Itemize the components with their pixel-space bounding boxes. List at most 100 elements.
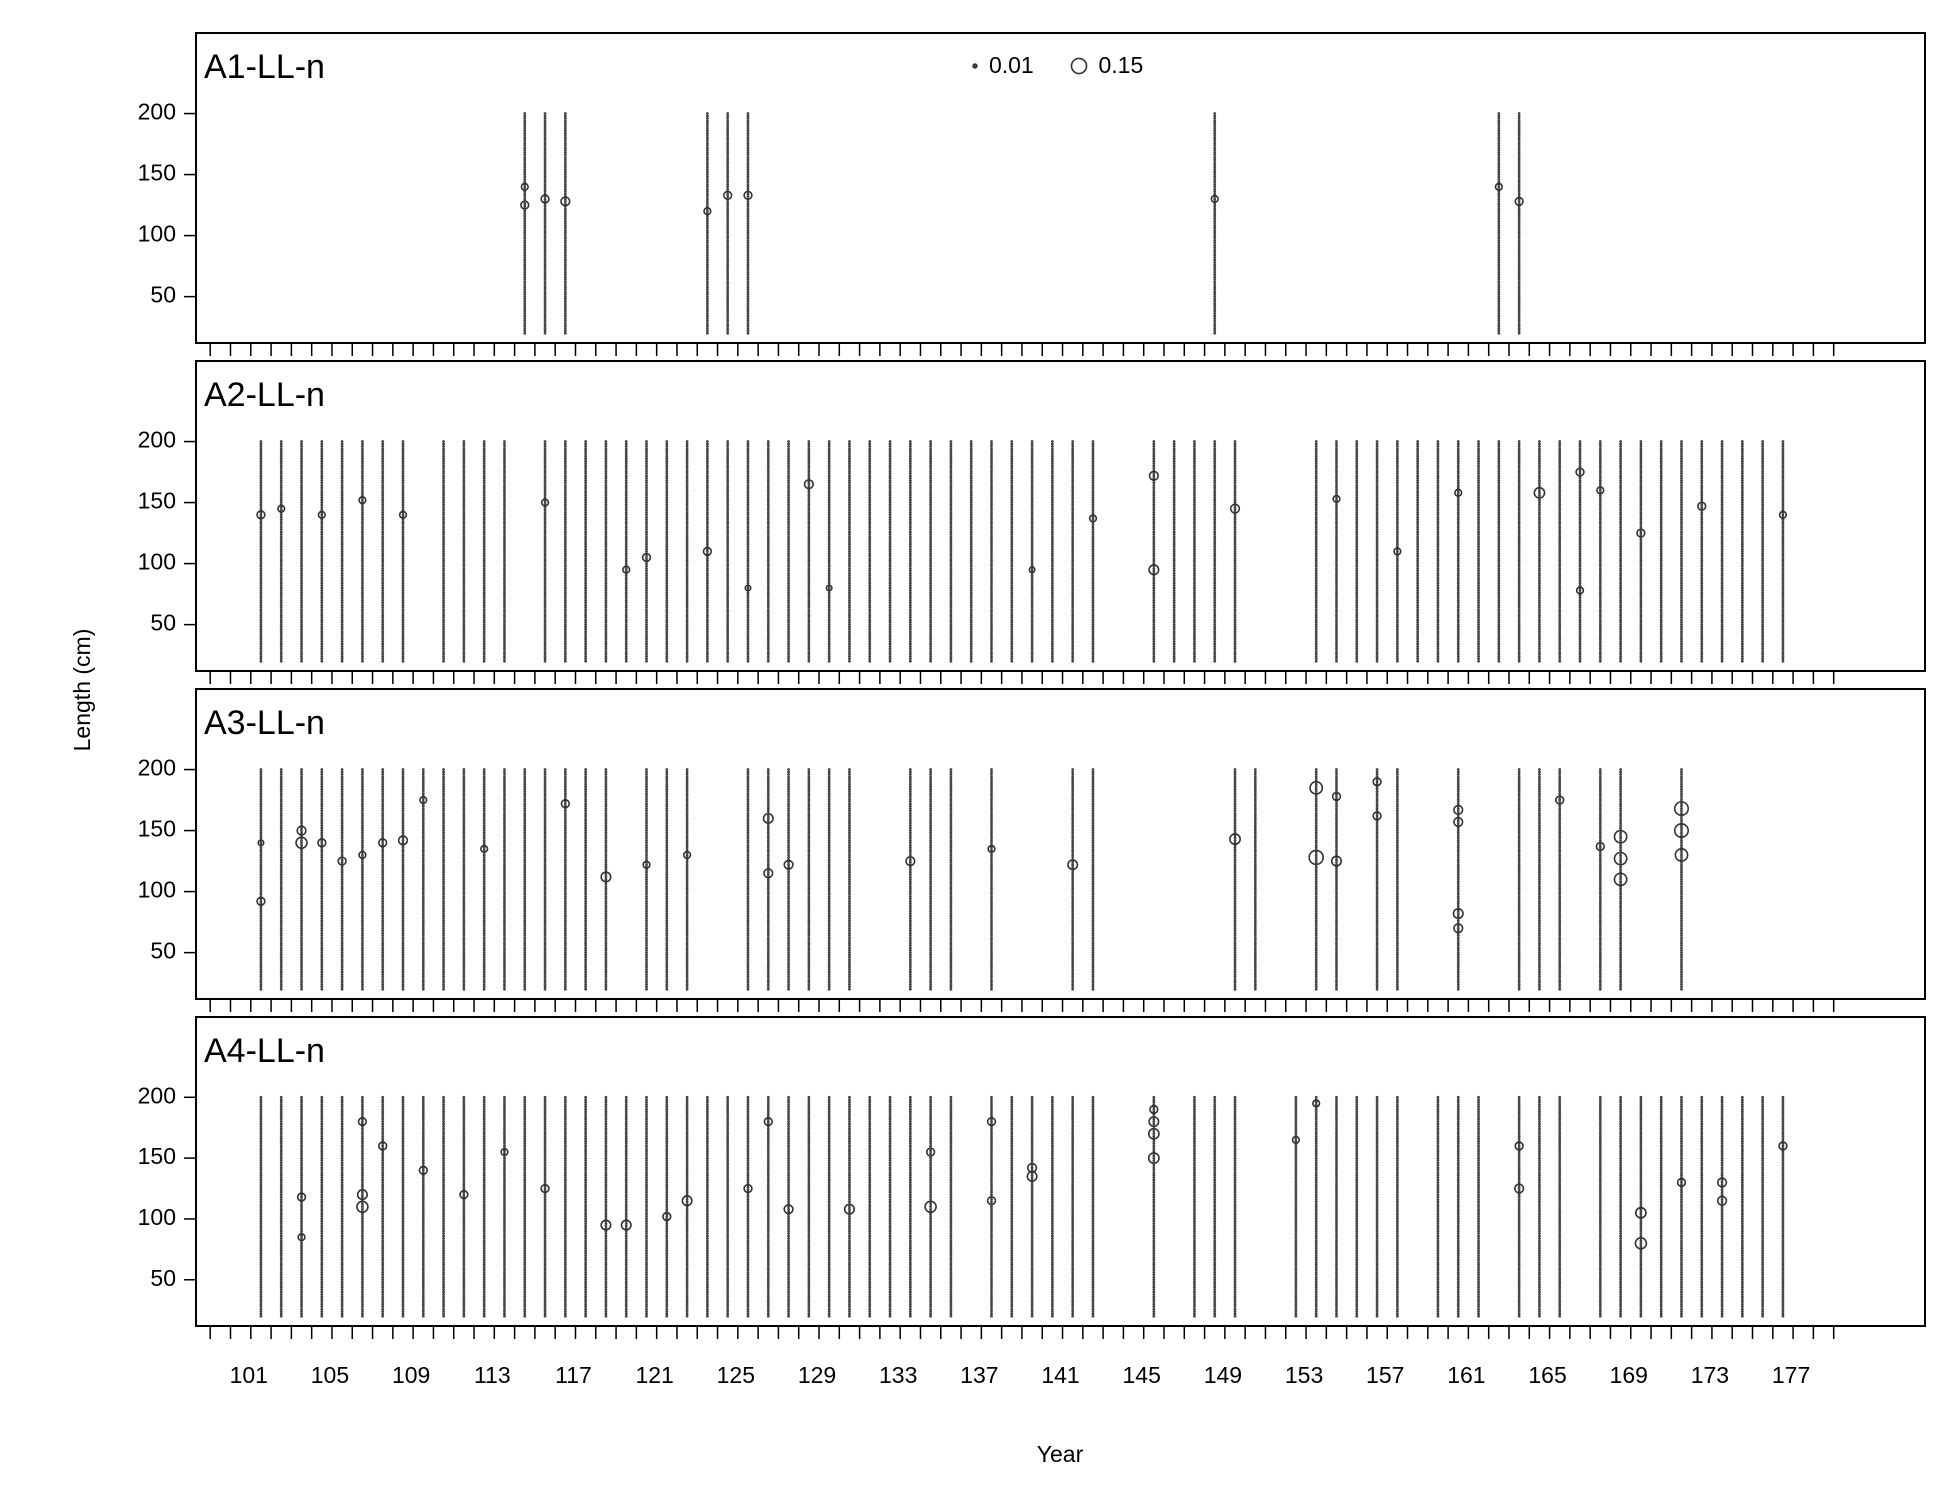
length-dot <box>746 647 750 651</box>
length-dot <box>848 549 851 553</box>
length-dot <box>381 576 385 580</box>
length-dot <box>746 214 750 218</box>
length-dot <box>1050 523 1054 526</box>
length-dot <box>482 601 486 605</box>
length-dot <box>1213 143 1217 147</box>
length-dot <box>868 586 872 590</box>
length-dot <box>442 469 445 473</box>
length-dot <box>401 442 405 446</box>
length-dot <box>604 501 608 504</box>
length-dot <box>401 630 405 634</box>
length-dot <box>543 630 547 634</box>
length-dot <box>1497 239 1501 242</box>
length-dot <box>442 508 445 512</box>
length-dot <box>827 469 831 473</box>
length-dot <box>969 491 973 495</box>
length-dot <box>442 540 445 544</box>
length-dot <box>259 579 263 583</box>
length-dot <box>665 452 669 456</box>
length-dot <box>279 445 283 448</box>
length-dot <box>1172 628 1176 631</box>
length-dot <box>1152 454 1156 458</box>
length-dot <box>320 525 324 529</box>
length-dot <box>482 603 486 607</box>
length-dot <box>320 552 324 556</box>
length-dot <box>462 471 466 475</box>
length-dot <box>442 503 445 507</box>
length-dot <box>563 471 567 475</box>
length-dot <box>1030 508 1034 512</box>
length-dot <box>1071 567 1075 570</box>
length-dot <box>990 562 993 565</box>
length-dot <box>1213 221 1217 225</box>
length-dot <box>584 608 588 612</box>
length-dot <box>482 571 486 575</box>
length-dot <box>442 552 445 556</box>
length-dot <box>645 650 648 653</box>
length-dot <box>462 654 466 658</box>
length-dot <box>1030 645 1034 648</box>
length-dot <box>1497 226 1501 230</box>
length-dot <box>361 457 364 461</box>
length-dot <box>1152 632 1156 636</box>
length-dot <box>827 650 831 653</box>
length-dot <box>1091 579 1095 583</box>
length-dot <box>300 647 303 651</box>
length-dot <box>381 525 385 529</box>
length-dot <box>888 471 892 475</box>
length-dot <box>279 645 283 648</box>
length-dot <box>726 158 730 162</box>
length-dot <box>868 469 872 473</box>
length-dot <box>1213 295 1217 299</box>
length-dot <box>1517 117 1521 120</box>
length-dot <box>584 569 588 573</box>
length-dot <box>848 491 851 495</box>
length-dot <box>279 611 283 614</box>
length-dot <box>908 537 912 541</box>
length-dot <box>908 632 912 636</box>
length-dot <box>645 476 648 480</box>
length-dot <box>665 652 669 656</box>
length-dot <box>807 606 811 609</box>
length-dot <box>929 603 933 607</box>
y-tick-label: 200 <box>138 427 176 453</box>
length-dot <box>645 608 648 612</box>
length-dot <box>1071 491 1075 495</box>
length-dot <box>401 540 405 544</box>
length-dot <box>604 608 608 612</box>
length-dot <box>705 192 709 196</box>
length-dot <box>746 319 750 323</box>
length-dot <box>1172 493 1176 497</box>
length-dot <box>949 567 953 570</box>
length-dot <box>990 454 993 458</box>
length-dot <box>300 493 303 497</box>
length-dot <box>908 486 912 490</box>
length-dot <box>766 615 770 619</box>
length-dot <box>868 615 872 619</box>
length-dot <box>949 628 953 631</box>
length-dot <box>990 647 993 651</box>
length-dot <box>888 625 892 629</box>
length-dot <box>685 630 689 634</box>
length-dot <box>320 518 324 522</box>
length-dot <box>1091 654 1095 658</box>
length-dot <box>381 593 385 597</box>
length-dot <box>563 317 567 320</box>
length-dot <box>929 659 933 663</box>
length-dot <box>442 440 445 443</box>
length-dot <box>503 530 506 534</box>
length-dot <box>827 596 831 600</box>
length-dot <box>340 567 344 570</box>
length-dot <box>766 471 770 475</box>
length-dot <box>888 557 892 561</box>
length-dot <box>563 654 567 658</box>
length-dot <box>381 637 385 641</box>
length-dot <box>1091 530 1095 534</box>
length-dot <box>766 564 770 568</box>
length-dot <box>300 615 303 619</box>
length-dot <box>1091 586 1095 590</box>
length-dot <box>705 209 709 213</box>
length-dot <box>1030 586 1034 590</box>
length-dot <box>665 528 669 531</box>
length-dot <box>848 486 851 490</box>
